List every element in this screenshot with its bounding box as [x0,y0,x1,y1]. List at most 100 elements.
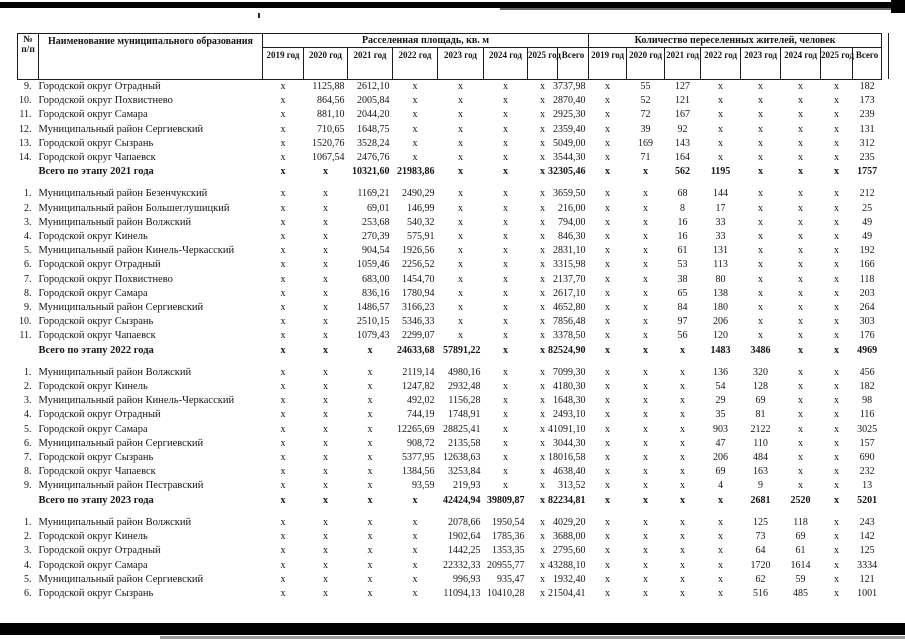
area-value-cell: x [503,381,508,393]
area-value-cell: x [412,137,418,149]
table-row: 6. Муниципальный район Сергиевский x x x 908,… [18,437,882,451]
table-row: 12. Муниципальный район Сергиевский x 710,6… [18,123,882,137]
people-value-cell: 144 [713,188,729,200]
people-value-cell: 69 [795,531,806,543]
area-value-cell: 10410,28 [487,587,525,599]
area-value-cell: 1353,35 [492,545,525,557]
area-value-cell: x [458,316,463,328]
table-row: 2. Городской округ Кинель x x x x 1902,64 1785,… [18,530,882,544]
people-value-cell: x [643,587,649,599]
people-value-cell: 903 [713,423,729,435]
people-value-cell: x [605,531,611,543]
area-value-cell: x [367,466,373,478]
table-row: 8. Городской округ Чапаевск x x x 1384,56 3253… [18,465,882,479]
area-value-cell: x [323,316,328,328]
row-number-cell: 9. [24,480,32,492]
area-value-cell: x [503,302,508,314]
area-value-cell: x [458,302,463,314]
area-total-cell: 42424,94 [443,494,481,506]
people-value-cell: x [605,437,611,449]
area-value-cell: x [280,366,286,378]
people-value-cell: x [834,202,840,214]
people-value-cell: 169 [638,137,654,149]
people-value-cell: 73 [755,531,766,543]
people-value-cell: x [798,137,804,149]
municipality-name-cell: Городской округ Сызрань [38,316,154,328]
area-value-cell: x [412,545,418,557]
scan-artifact [258,13,260,18]
area-value-cell: 93,59 [412,480,435,492]
area-value-cell: x [503,480,508,492]
area-value-cell: x [540,452,545,464]
area-value-cell: 3253,84 [448,466,481,478]
area-value-cell: x [323,587,328,599]
area-value-cell: x [280,573,286,585]
area-value-cell: x [540,437,545,449]
people-value-cell: x [643,202,649,214]
section-gap-cell [18,358,882,366]
area-value-cell: x [323,202,328,214]
area-value-cell: x [280,123,286,135]
area-value-cell: x [540,316,545,328]
area-value-cell: x [280,137,286,149]
people-value-cell: x [758,330,764,342]
area-value-cell: x [540,559,545,571]
people-value-cell: 97 [677,316,688,328]
people-value-cell: 49 [862,231,873,243]
scan-edge-bottom-shadow [160,636,905,639]
area-value-cell: x [540,480,545,492]
row-number-cell: 8. [24,466,32,478]
people-value-cell: x [758,302,764,314]
area-value-cell: x [323,423,328,435]
people-value-cell: 485 [793,587,809,599]
area-value-cell: x [540,302,545,314]
table-row: 5. Городской округ Самара x x x 12265,69 28825… [18,423,882,437]
people-value-cell: x [834,573,840,585]
people-value-cell: x [643,409,649,421]
people-value-cell: 80 [715,273,726,285]
area-value-cell: x [458,216,463,228]
people-total-cell: x [605,166,611,178]
area-value-cell: x [540,366,545,378]
municipality-name-cell: Муниципальный район Безенчукский [38,188,208,200]
people-value-cell: x [605,559,611,571]
area-value-cell: x [280,231,286,243]
people-total-cell: 1195 [710,166,731,178]
header-year: 2024 год [483,47,528,80]
area-value-cell: x [458,188,463,200]
area-value-cell: x [280,452,286,464]
people-value-cell: 232 [859,466,875,478]
people-value-cell: x [680,573,686,585]
people-value-cell: x [605,316,611,328]
people-value-cell: x [834,259,840,271]
row-number-cell: 10. [19,95,32,107]
area-value-cell: x [412,559,418,571]
people-total-cell: 1757 [857,166,878,178]
row-number-cell: 11. [19,109,32,121]
people-value-cell: x [798,123,804,135]
table-row: 1. Муниципальный район Волжский x x x 2119,14… [18,366,882,380]
municipality-name-cell: Городской округ Похвистнево [38,273,173,285]
header-year: 2022 год [700,47,742,80]
people-total-cell: 5201 [857,494,878,506]
area-value-cell: x [412,152,418,164]
area-value-cell: x [540,231,545,243]
people-value-cell: 59 [795,573,806,585]
people-value-cell: x [834,302,840,314]
area-value-cell: 1950,54 [492,516,525,528]
people-value-cell: 206 [713,452,729,464]
people-value-cell: x [798,216,804,228]
people-value-cell: x [643,245,649,257]
area-value-cell: x [503,259,508,271]
area-value-cell: 864,56 [317,95,345,107]
area-value-cell: x [280,273,286,285]
stage-total-label: Всего по этапу 2023 года [38,494,154,506]
resettlement-table: № п/п Наименование муниципального образо… [17,33,883,601]
area-total-cell: x [458,166,463,178]
area-value-cell: x [367,395,373,407]
area-total-cell: x [412,494,418,506]
people-value-cell: 4 [718,480,724,492]
area-value-cell: x [280,587,286,599]
area-value-cell: x [280,409,286,421]
row-number-cell [18,165,39,179]
